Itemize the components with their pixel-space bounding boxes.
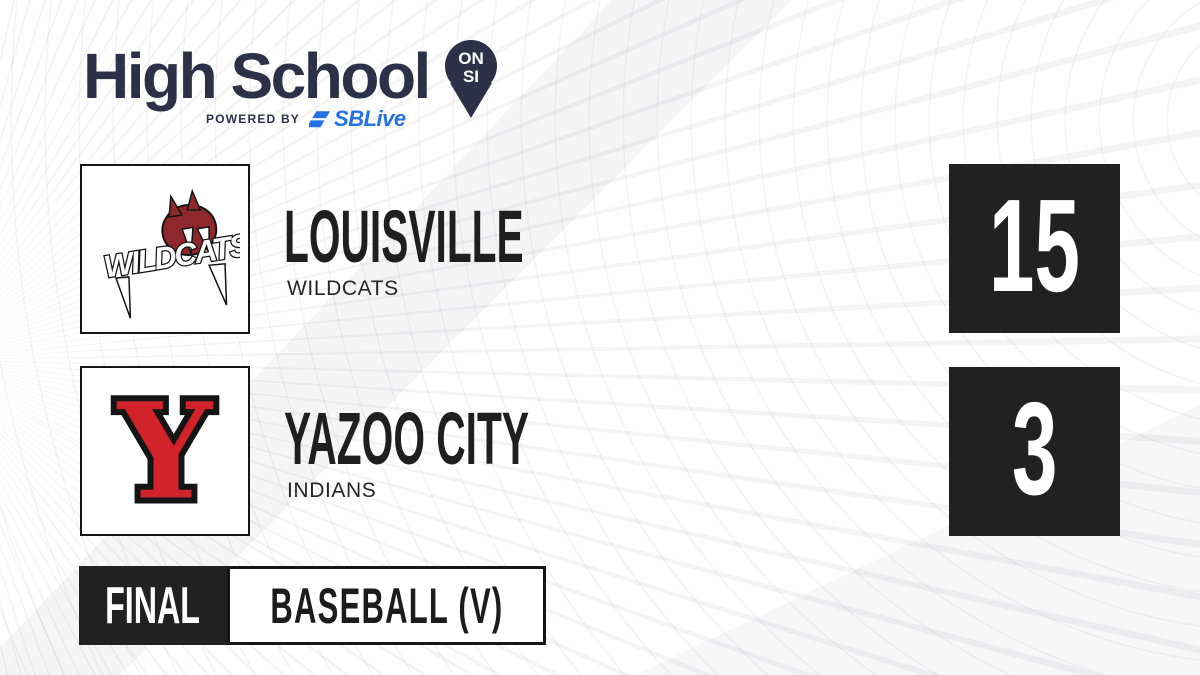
block-y-logo-icon: Y — [110, 376, 220, 526]
sblive-logo: SBLive — [309, 106, 406, 132]
event-label-text: BASEBALL (V) — [269, 577, 504, 634]
game-status-badge: FINAL — [79, 566, 227, 645]
score-value-louisville: 15 — [988, 171, 1081, 319]
pin-si-text: SI — [463, 67, 479, 86]
team-logo-box-yazoo-city: Y — [80, 366, 250, 536]
sblive-bolt-icon — [309, 110, 331, 127]
score-value-yazoo-city: 3 — [1011, 374, 1058, 522]
high-school-wordmark: High School — [83, 40, 431, 112]
svg-text:Y: Y — [116, 376, 214, 526]
team-mascot-louisville: WILDCATS — [287, 277, 399, 300]
powered-by-row: POWERED BY SBLive — [206, 106, 406, 132]
on-si-pin-icon: ON SI — [445, 40, 497, 118]
team-logo-box-louisville: WILDCATS — [80, 164, 250, 334]
team-mascot-yazoo-city: INDIANS — [287, 479, 377, 502]
team-name-louisville: LOUISVILLE — [284, 195, 524, 278]
wildcats-logo-icon: WILDCATS — [100, 188, 240, 319]
score-box-louisville: 15 — [949, 164, 1120, 333]
pin-on-text: ON — [458, 49, 484, 68]
team-name-yazoo-city: YAZOO CITY — [284, 397, 529, 480]
powered-by-label: POWERED BY — [206, 112, 301, 126]
event-label-box: BASEBALL (V) — [227, 566, 546, 645]
sblive-wordmark: SBLive — [334, 106, 406, 131]
score-box-yazoo-city: 3 — [949, 367, 1120, 536]
game-status-text: FINAL — [105, 576, 201, 635]
